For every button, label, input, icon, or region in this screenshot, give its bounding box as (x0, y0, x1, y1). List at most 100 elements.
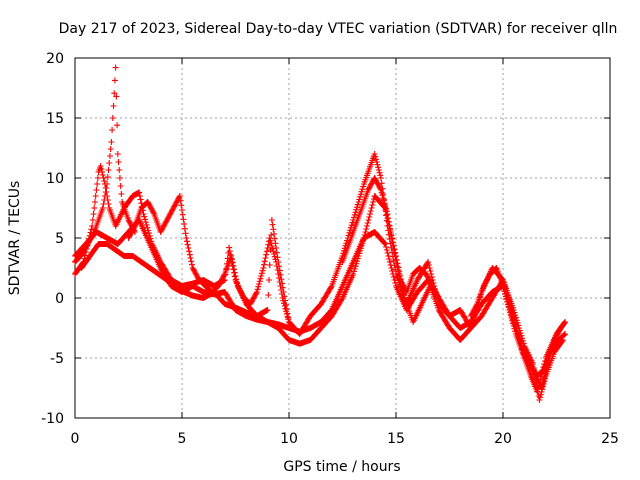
data-point (357, 193, 364, 200)
data-point (358, 242, 365, 249)
data-point (82, 249, 89, 256)
data-point (382, 241, 389, 247)
data-point (470, 307, 477, 314)
data-point (519, 350, 526, 357)
data-point (560, 332, 567, 339)
data-point (504, 301, 511, 308)
data-point (182, 230, 189, 237)
data-point (237, 288, 244, 295)
data-point (381, 240, 388, 247)
data-point (386, 259, 393, 265)
data-point (379, 192, 386, 199)
data-point (553, 333, 560, 339)
data-point (389, 268, 396, 274)
data-point (354, 255, 361, 262)
data-point (536, 381, 543, 387)
data-point (191, 267, 198, 274)
data-point (351, 211, 358, 218)
data-point (434, 292, 441, 299)
data-point (239, 292, 246, 299)
data-point (555, 329, 562, 335)
data-point (505, 304, 512, 311)
data-point (522, 354, 529, 361)
data-point (178, 202, 185, 209)
data-point (137, 196, 144, 203)
data-point (543, 366, 550, 373)
data-point (283, 308, 290, 315)
data-point (539, 382, 546, 389)
data-point (364, 220, 371, 226)
data-point (179, 211, 186, 218)
data-point (400, 282, 407, 289)
data-point (118, 191, 125, 197)
data-point (266, 235, 273, 241)
data-point (104, 197, 111, 203)
data-point (160, 223, 167, 230)
series-track-d (78, 193, 566, 403)
data-point (362, 229, 369, 235)
data-point (161, 222, 168, 229)
data-point (540, 377, 547, 383)
data-point (220, 273, 227, 280)
data-point (106, 153, 113, 159)
data-point (149, 207, 156, 213)
data-point (388, 265, 395, 271)
data-point (358, 188, 365, 195)
data-point (548, 347, 555, 354)
data-point (472, 305, 479, 311)
series-track-f (339, 175, 442, 301)
data-point (248, 299, 255, 306)
data-point (191, 269, 198, 275)
data-point (507, 309, 514, 316)
data-point (116, 167, 123, 173)
data-point (276, 275, 283, 281)
data-point (504, 299, 511, 305)
data-point (216, 280, 223, 287)
data-point (270, 226, 277, 233)
x-tick-label: 0 (71, 431, 80, 447)
data-point (426, 265, 433, 271)
data-point (360, 183, 367, 190)
data-point (150, 209, 157, 216)
data-point (275, 271, 282, 277)
data-point (428, 271, 435, 277)
data-point (429, 283, 436, 289)
data-point (105, 167, 112, 173)
data-point (281, 300, 288, 307)
data-point (148, 205, 155, 212)
data-point (234, 283, 241, 289)
data-point (545, 358, 552, 365)
data-point (257, 275, 264, 282)
y-tick-label: -10 (41, 411, 64, 427)
data-point (258, 273, 265, 279)
data-point (266, 277, 273, 283)
data-point (238, 289, 245, 296)
data-point (485, 275, 492, 281)
data-point (113, 93, 120, 100)
data-point (391, 250, 398, 257)
data-point (539, 367, 546, 374)
data-point (103, 189, 110, 195)
x-tick-label: 10 (280, 431, 298, 447)
data-point (355, 199, 362, 205)
data-point (346, 229, 353, 236)
data-point (422, 271, 429, 277)
data-point (277, 283, 284, 289)
data-point (125, 217, 132, 223)
data-point (117, 183, 124, 189)
data-point (349, 219, 356, 226)
data-point (542, 369, 549, 375)
data-point (395, 267, 402, 273)
data-point (380, 195, 387, 201)
data-point (264, 245, 271, 251)
data-point (268, 240, 275, 247)
data-point (427, 280, 434, 287)
data-point (193, 271, 200, 278)
data-point (542, 371, 549, 378)
data-point (394, 263, 401, 270)
data-point (228, 253, 235, 259)
data-point (115, 159, 122, 165)
data-point (99, 205, 106, 211)
data-point (254, 286, 261, 293)
data-point (171, 203, 178, 210)
